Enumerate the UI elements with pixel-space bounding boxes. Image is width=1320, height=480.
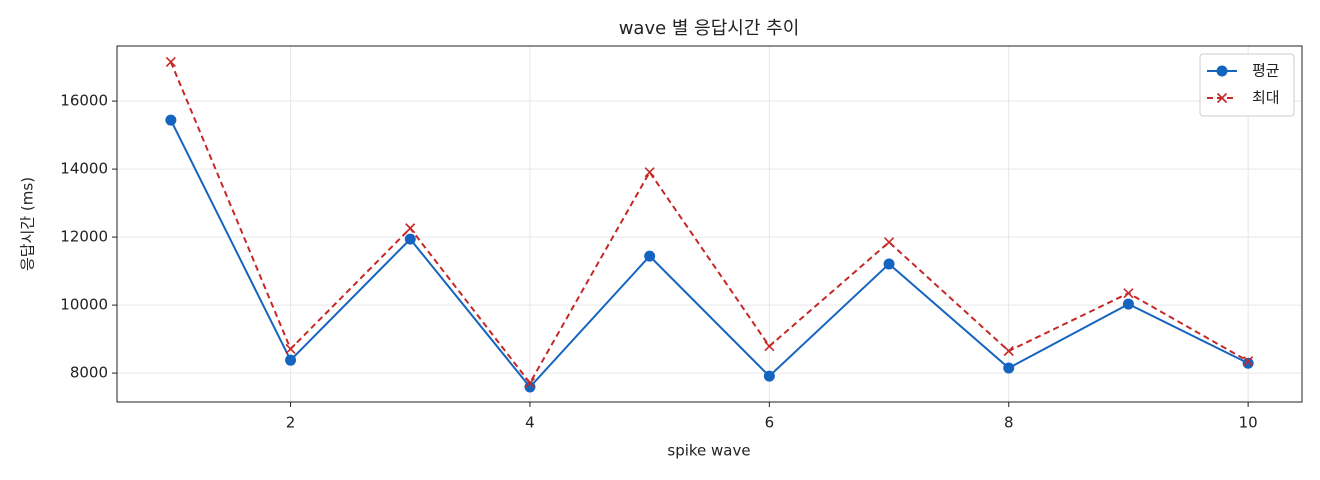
data-point bbox=[1123, 288, 1134, 299]
plot-frame bbox=[116, 45, 1303, 403]
y-tick-label: 14000 bbox=[60, 160, 108, 178]
legend-label: 평균 bbox=[1252, 62, 1280, 80]
x-tick-label: 8 bbox=[1004, 414, 1014, 432]
data-point bbox=[764, 341, 775, 352]
data-point bbox=[404, 233, 416, 245]
data-point bbox=[883, 237, 895, 248]
data-point bbox=[883, 258, 895, 270]
legend-marker bbox=[1216, 92, 1228, 104]
y-axis-label: 응답시간 (ms) bbox=[19, 177, 37, 271]
x-tick-label: 4 bbox=[525, 414, 535, 432]
x-tick-label: 2 bbox=[286, 414, 296, 432]
x-tick-label: 6 bbox=[765, 414, 775, 432]
data-point bbox=[644, 250, 656, 262]
legend-label: 최대 bbox=[1252, 89, 1280, 107]
data-point bbox=[1122, 298, 1134, 310]
series-line bbox=[169, 119, 1249, 389]
data-point bbox=[644, 167, 655, 178]
data-point bbox=[524, 381, 536, 393]
legend-marker bbox=[1216, 65, 1228, 77]
data-point bbox=[1243, 356, 1254, 367]
chart-title: wave 별 응답시간 추이 bbox=[619, 18, 800, 39]
data-point bbox=[1003, 362, 1015, 374]
data-point bbox=[1003, 345, 1014, 357]
y-tick-label: 10000 bbox=[60, 296, 108, 314]
y-tick-label: 12000 bbox=[60, 228, 108, 246]
data-point bbox=[1242, 357, 1254, 369]
data-point bbox=[165, 56, 176, 68]
data-point bbox=[763, 370, 775, 382]
data-point bbox=[285, 354, 297, 366]
data-point bbox=[165, 114, 177, 126]
x-tick-label: 10 bbox=[1239, 414, 1258, 432]
data-point bbox=[524, 377, 536, 389]
y-tick-label: 16000 bbox=[60, 92, 108, 110]
x-axis-label: spike wave bbox=[667, 442, 750, 460]
data-point bbox=[285, 343, 296, 355]
legend-box bbox=[1199, 53, 1295, 117]
y-tick-label: 8000 bbox=[70, 364, 108, 382]
series-line bbox=[169, 61, 1249, 385]
data-point bbox=[405, 223, 416, 234]
